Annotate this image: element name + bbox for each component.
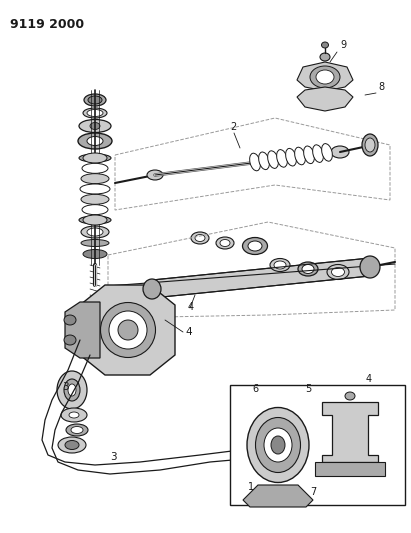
- Ellipse shape: [216, 237, 234, 249]
- Ellipse shape: [81, 239, 109, 246]
- Ellipse shape: [83, 249, 107, 259]
- Ellipse shape: [71, 426, 83, 433]
- Text: 2: 2: [230, 122, 236, 132]
- Ellipse shape: [362, 134, 378, 156]
- Ellipse shape: [78, 133, 112, 149]
- Ellipse shape: [79, 216, 111, 224]
- Text: 3: 3: [62, 382, 69, 392]
- Ellipse shape: [365, 138, 375, 152]
- Polygon shape: [243, 485, 313, 507]
- Ellipse shape: [84, 94, 106, 106]
- Ellipse shape: [247, 408, 309, 482]
- Ellipse shape: [304, 146, 314, 164]
- Ellipse shape: [109, 311, 147, 349]
- Ellipse shape: [191, 232, 209, 244]
- Ellipse shape: [195, 235, 205, 241]
- Ellipse shape: [64, 379, 80, 401]
- Ellipse shape: [310, 66, 340, 88]
- Ellipse shape: [79, 119, 111, 133]
- Ellipse shape: [81, 174, 109, 184]
- Ellipse shape: [83, 108, 107, 118]
- Ellipse shape: [259, 152, 269, 169]
- Text: 3: 3: [110, 452, 117, 462]
- Ellipse shape: [268, 151, 278, 168]
- Ellipse shape: [83, 215, 107, 225]
- Ellipse shape: [87, 109, 103, 117]
- Ellipse shape: [101, 303, 155, 358]
- Ellipse shape: [316, 70, 334, 84]
- Text: 1: 1: [248, 482, 254, 492]
- Text: 6: 6: [252, 384, 258, 394]
- Text: 8: 8: [378, 82, 384, 92]
- Ellipse shape: [58, 437, 86, 453]
- Ellipse shape: [88, 96, 102, 104]
- Text: 4: 4: [185, 327, 192, 337]
- Ellipse shape: [80, 184, 110, 194]
- Ellipse shape: [320, 53, 330, 61]
- Ellipse shape: [286, 148, 296, 166]
- Ellipse shape: [345, 392, 355, 400]
- Polygon shape: [315, 462, 385, 476]
- Polygon shape: [152, 258, 370, 298]
- Ellipse shape: [118, 320, 138, 340]
- Ellipse shape: [82, 205, 108, 215]
- Ellipse shape: [264, 428, 292, 462]
- Ellipse shape: [270, 259, 290, 271]
- Ellipse shape: [81, 226, 109, 238]
- Ellipse shape: [68, 384, 76, 396]
- Ellipse shape: [66, 424, 88, 436]
- Ellipse shape: [143, 279, 161, 299]
- Ellipse shape: [277, 150, 287, 167]
- Text: 5: 5: [305, 384, 311, 394]
- Ellipse shape: [64, 315, 76, 325]
- Ellipse shape: [79, 154, 111, 162]
- Polygon shape: [297, 62, 353, 91]
- Ellipse shape: [298, 262, 318, 276]
- Ellipse shape: [83, 153, 107, 163]
- Ellipse shape: [90, 123, 100, 130]
- Polygon shape: [297, 87, 353, 111]
- Ellipse shape: [313, 145, 323, 163]
- Text: 9119 2000: 9119 2000: [10, 18, 84, 31]
- Ellipse shape: [322, 143, 332, 161]
- Ellipse shape: [360, 256, 380, 278]
- Ellipse shape: [331, 146, 349, 158]
- Ellipse shape: [321, 42, 328, 48]
- Ellipse shape: [57, 371, 87, 409]
- Ellipse shape: [256, 417, 300, 472]
- Ellipse shape: [332, 268, 344, 277]
- Text: 4: 4: [366, 374, 372, 384]
- Ellipse shape: [61, 408, 87, 422]
- Text: 4: 4: [188, 302, 194, 312]
- Ellipse shape: [295, 147, 305, 165]
- Ellipse shape: [69, 412, 79, 418]
- Bar: [230, 385, 405, 505]
- Ellipse shape: [82, 163, 108, 173]
- Polygon shape: [65, 302, 100, 358]
- Ellipse shape: [242, 238, 268, 254]
- Text: 9: 9: [340, 40, 346, 50]
- Ellipse shape: [87, 136, 103, 146]
- Ellipse shape: [302, 264, 314, 273]
- Text: 7: 7: [310, 487, 316, 497]
- Ellipse shape: [271, 436, 285, 454]
- Ellipse shape: [274, 261, 286, 269]
- Ellipse shape: [87, 228, 103, 236]
- Ellipse shape: [65, 440, 79, 449]
- Ellipse shape: [248, 241, 262, 251]
- Ellipse shape: [220, 239, 230, 246]
- Ellipse shape: [64, 335, 76, 345]
- Ellipse shape: [147, 170, 163, 180]
- Polygon shape: [322, 402, 378, 462]
- Ellipse shape: [249, 153, 260, 171]
- Polygon shape: [80, 285, 175, 375]
- Ellipse shape: [327, 264, 349, 279]
- Ellipse shape: [81, 195, 109, 204]
